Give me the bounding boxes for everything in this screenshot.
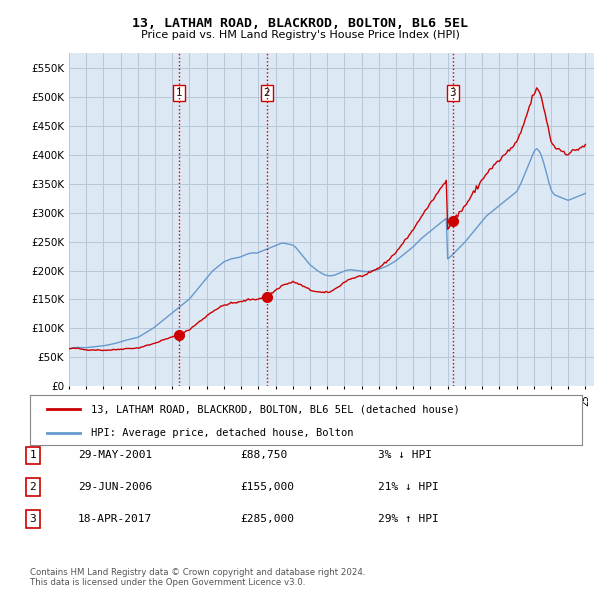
Text: 21% ↓ HPI: 21% ↓ HPI — [378, 483, 439, 492]
Text: 29-MAY-2001: 29-MAY-2001 — [78, 451, 152, 460]
Text: £88,750: £88,750 — [240, 451, 287, 460]
Text: 29-JUN-2006: 29-JUN-2006 — [78, 483, 152, 492]
Text: 2: 2 — [29, 483, 37, 492]
Text: 2: 2 — [263, 88, 270, 98]
Text: 3% ↓ HPI: 3% ↓ HPI — [378, 451, 432, 460]
Text: 3: 3 — [449, 88, 456, 98]
Text: 1: 1 — [176, 88, 182, 98]
Text: Price paid vs. HM Land Registry's House Price Index (HPI): Price paid vs. HM Land Registry's House … — [140, 31, 460, 40]
Text: 3: 3 — [29, 514, 37, 524]
Text: 29% ↑ HPI: 29% ↑ HPI — [378, 514, 439, 524]
Text: 1: 1 — [29, 451, 37, 460]
Text: £155,000: £155,000 — [240, 483, 294, 492]
Text: Contains HM Land Registry data © Crown copyright and database right 2024.
This d: Contains HM Land Registry data © Crown c… — [30, 568, 365, 587]
Text: HPI: Average price, detached house, Bolton: HPI: Average price, detached house, Bolt… — [91, 428, 353, 438]
Text: 18-APR-2017: 18-APR-2017 — [78, 514, 152, 524]
Text: 13, LATHAM ROAD, BLACKROD, BOLTON, BL6 5EL (detached house): 13, LATHAM ROAD, BLACKROD, BOLTON, BL6 5… — [91, 404, 460, 414]
Text: 13, LATHAM ROAD, BLACKROD, BOLTON, BL6 5EL: 13, LATHAM ROAD, BLACKROD, BOLTON, BL6 5… — [132, 17, 468, 30]
Text: £285,000: £285,000 — [240, 514, 294, 524]
